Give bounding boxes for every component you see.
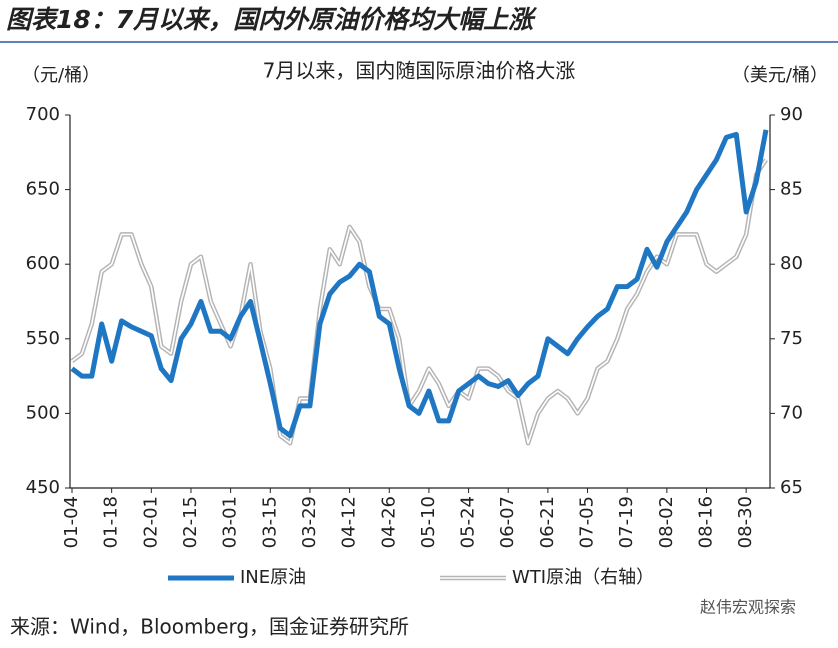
legend-label: INE原油 [240, 567, 306, 588]
x-tick-label: 01-04 [61, 496, 82, 548]
x-tick-label: 02-15 [180, 496, 201, 548]
y-tick-label: 700 [26, 104, 60, 125]
y2-tick-label: 85 [780, 179, 803, 200]
x-tick-label: 02-01 [140, 496, 161, 548]
x-tick-label: 04-12 [339, 496, 360, 548]
watermark: 赵伟宏观探索 [700, 598, 796, 617]
y2-tick-label: 75 [780, 328, 803, 349]
y2-tick-label: 80 [780, 253, 803, 274]
header-title: 图表18：7月以来，国内外原油价格均大幅上涨 [6, 5, 537, 34]
y-tick-label: 600 [26, 253, 60, 274]
y-tick-label: 500 [26, 402, 60, 423]
y2-tick-label: 70 [780, 402, 803, 423]
x-tick-label: 05-24 [458, 496, 479, 548]
legend-label: WTI原油（右轴） [512, 567, 654, 588]
series-line-core [71, 159, 767, 444]
x-tick-label: 03-15 [259, 496, 280, 548]
series-line [70, 129, 769, 439]
x-tick-label: 05-10 [418, 496, 439, 548]
y2-axis-label: （美元/桶） [732, 65, 828, 86]
x-tick-label: 07-05 [577, 496, 598, 548]
series-line [70, 158, 768, 446]
x-tick-label: 08-16 [696, 496, 717, 548]
x-tick-label: 03-01 [220, 496, 241, 548]
x-tick-label: 07-19 [616, 496, 637, 548]
x-tick-label: 03-29 [299, 496, 320, 548]
y-axis-label: （元/桶） [22, 65, 100, 86]
x-tick-label: 08-02 [656, 496, 677, 548]
source: 来源：Wind，Bloomberg，国金证券研究所 [10, 615, 409, 639]
x-tick-label: 06-07 [497, 496, 518, 548]
y2-tick-label: 65 [780, 477, 803, 498]
y2-tick-label: 90 [780, 104, 803, 125]
x-tick-label: 06-21 [537, 496, 558, 548]
y-tick-label: 650 [26, 179, 60, 200]
y-tick-label: 450 [26, 477, 60, 498]
x-tick-label: 01-18 [101, 496, 122, 548]
x-tick-label: 08-30 [735, 496, 756, 548]
x-tick-label: 04-26 [378, 496, 399, 548]
chart-title: 7月以来，国内随国际原油价格大涨 [263, 59, 576, 83]
y-tick-label: 550 [26, 328, 60, 349]
